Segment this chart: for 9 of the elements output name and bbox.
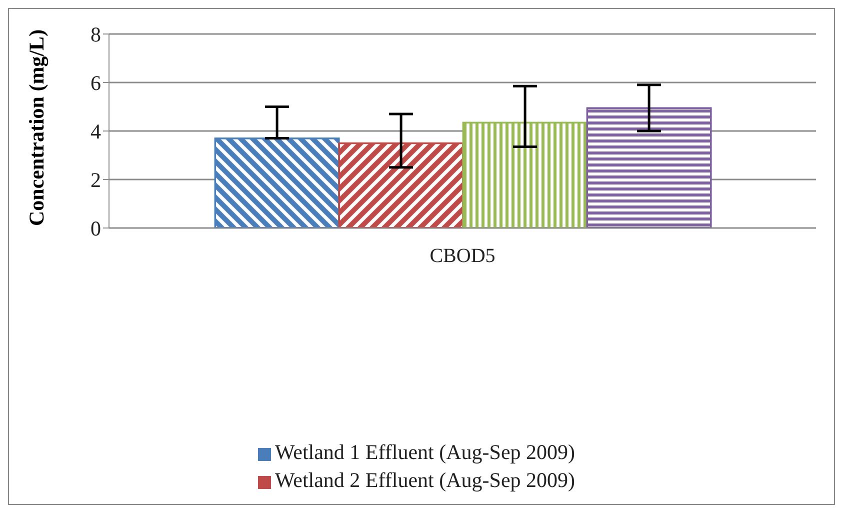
y-tick-label: 2 <box>90 168 101 192</box>
legend-label: Wetland 2 Effluent (Aug-Sep 2009) <box>274 468 576 492</box>
y-axis-title: Concentration (mg/L) <box>24 29 48 226</box>
y-tick-label: 4 <box>90 119 102 144</box>
y-tick-label: 6 <box>90 70 101 95</box>
y-tick-label: 8 <box>90 22 101 46</box>
x-tick-label: CBOD5 <box>430 245 496 268</box>
y-tick-label: 0 <box>90 216 101 240</box>
legend-label: Wetland 1 Effluent (Aug-Sep 2009) <box>274 440 576 464</box>
